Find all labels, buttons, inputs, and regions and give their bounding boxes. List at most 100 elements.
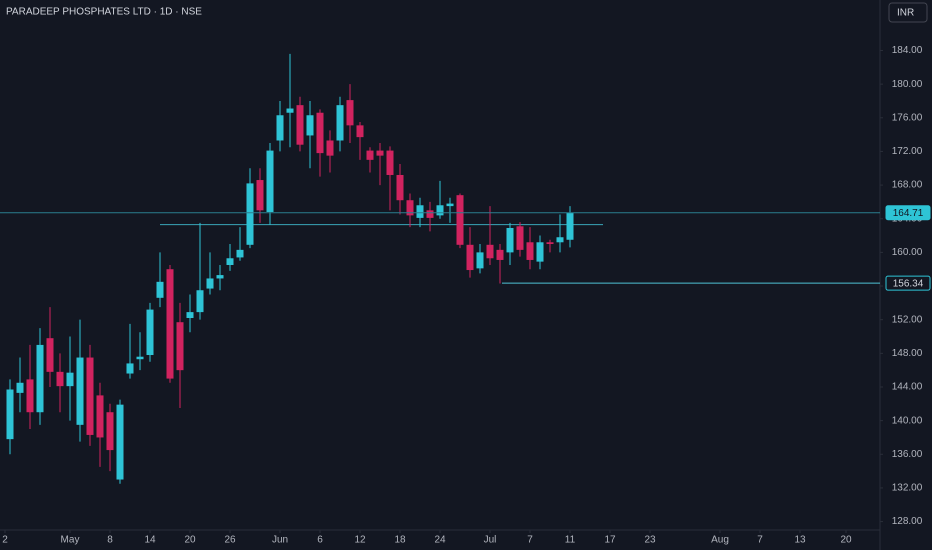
y-tick-label: 180.00	[892, 79, 923, 90]
candle-body	[236, 249, 244, 258]
candle-body	[406, 200, 414, 216]
x-tick-label: 8	[107, 535, 113, 546]
price-label: 164.71	[893, 208, 924, 219]
x-tick-label: 26	[224, 535, 236, 546]
candle-body	[136, 356, 144, 360]
candle-body	[416, 205, 424, 218]
candle-body	[146, 309, 154, 356]
y-tick-label: 152.00	[892, 314, 923, 325]
candle-body	[346, 100, 354, 126]
y-tick-label: 176.00	[892, 112, 923, 123]
x-tick-label: 7	[527, 535, 533, 546]
candle-body	[196, 290, 204, 313]
candle-body	[476, 252, 484, 269]
currency-button[interactable]	[888, 2, 928, 23]
y-tick-label: 144.00	[892, 382, 923, 393]
candle-body	[396, 174, 404, 201]
x-tick-label: Aug	[711, 535, 729, 546]
candle-body	[376, 150, 384, 156]
candle-body	[516, 226, 524, 250]
y-tick-label: 128.00	[892, 516, 923, 527]
candle-body	[536, 242, 544, 262]
candle-body	[6, 389, 14, 440]
x-tick-label: 24	[434, 535, 446, 546]
candle-body	[66, 372, 74, 387]
candle-body	[306, 115, 314, 136]
x-tick-label: 14	[144, 535, 156, 546]
candle-body	[226, 258, 234, 265]
x-tick-label: 13	[794, 535, 806, 546]
candle-body	[26, 379, 34, 413]
currency-label[interactable]: INR	[897, 8, 914, 19]
y-tick-label: 168.00	[892, 180, 923, 191]
candle-body	[366, 150, 374, 160]
x-tick-label: 11	[565, 535, 576, 546]
candle-body	[496, 249, 504, 260]
candle-body	[56, 371, 64, 387]
candle-body	[446, 203, 454, 207]
candle-body	[426, 210, 434, 218]
candle-body	[296, 105, 304, 145]
candle-body	[356, 125, 364, 138]
candle-body	[246, 183, 254, 245]
candle-body	[256, 180, 264, 211]
y-tick-label: 136.00	[892, 449, 923, 460]
candle-body	[16, 382, 24, 393]
candle-body	[326, 140, 334, 156]
candle-body	[106, 412, 114, 451]
candle-body	[526, 242, 534, 260]
candle-body	[216, 275, 224, 279]
x-tick-label: 12	[354, 535, 366, 546]
candle-body	[266, 150, 274, 212]
candle-body	[316, 112, 324, 154]
candle-body	[436, 205, 444, 216]
candle-body	[386, 150, 394, 175]
candle-body	[276, 115, 284, 141]
candle-body	[466, 244, 474, 271]
price-label-box	[885, 275, 931, 291]
y-tick-label: 172.00	[892, 146, 923, 157]
y-tick-label: 132.00	[892, 483, 923, 494]
candle-body	[336, 105, 344, 141]
candle-body	[286, 108, 294, 113]
candle-body	[156, 281, 164, 298]
candle-body	[546, 242, 554, 244]
candle-body	[46, 338, 54, 372]
candle-body	[36, 344, 44, 413]
x-tick-label: 17	[604, 535, 616, 546]
candle-body	[506, 227, 514, 253]
y-tick-label: 184.00	[892, 45, 923, 56]
candle-body	[76, 357, 84, 425]
price-label: 156.34	[893, 278, 924, 289]
candle-body	[456, 195, 464, 245]
x-tick-label: 23	[644, 535, 656, 546]
candle-body	[486, 244, 494, 259]
chart-title: PARADEEP PHOSPHATES LTD · 1D · NSE	[6, 7, 202, 18]
candle-body	[186, 312, 194, 318]
x-tick-label: 20	[840, 535, 852, 546]
x-tick-label: 2	[2, 535, 8, 546]
candle-body	[126, 363, 134, 374]
x-tick-label: Jul	[484, 535, 497, 546]
price-label-box	[885, 205, 931, 221]
x-tick-label: 6	[317, 535, 323, 546]
candle-body	[176, 322, 184, 371]
y-tick-label: 160.00	[892, 247, 923, 258]
y-tick-label: 140.00	[892, 415, 923, 426]
candle-body	[116, 404, 124, 480]
x-tick-label: 20	[184, 535, 196, 546]
candle-body	[206, 278, 214, 289]
candle-body	[566, 212, 574, 240]
x-tick-label: May	[61, 535, 80, 546]
candle-body	[166, 269, 174, 379]
x-tick-label: 7	[757, 535, 763, 546]
x-tick-label: 18	[394, 535, 406, 546]
candle-body	[556, 237, 564, 243]
y-tick-label: 148.00	[892, 348, 923, 359]
candle-body	[86, 357, 94, 435]
candle-body	[96, 395, 104, 438]
x-tick-label: Jun	[272, 535, 288, 546]
